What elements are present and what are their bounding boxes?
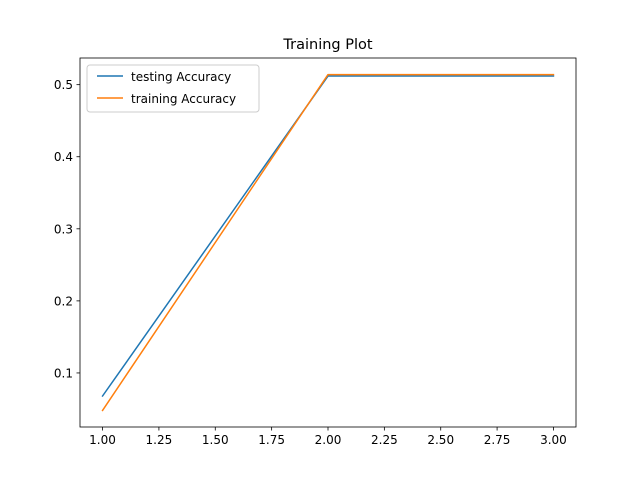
series-line-testing xyxy=(101,75,555,398)
series-line-training xyxy=(101,73,555,412)
legend: testing Accuracy training Accuracy xyxy=(86,64,260,113)
y-tick-label: 0.4 xyxy=(54,150,73,164)
x-tick-label: 2.00 xyxy=(315,433,342,447)
y-tick-label: 0.2 xyxy=(54,294,73,308)
series-layer xyxy=(101,73,555,412)
x-tick-label: 1.00 xyxy=(89,433,116,447)
axis-layer: 1.00 1.25 1.50 1.75 2.00 2.25 2.50 2.75 3.00 0.1 0… xyxy=(54,78,567,447)
x-tick-label: 1.25 xyxy=(146,433,173,447)
legend-label-testing: testing Accuracy xyxy=(131,70,231,84)
x-tick-label: 1.75 xyxy=(258,433,285,447)
chart-title: Training Plot xyxy=(282,37,372,53)
legend-box xyxy=(86,64,260,113)
x-tick-label: 2.75 xyxy=(484,433,511,447)
x-tick-label: 1.50 xyxy=(202,433,229,447)
x-tick-label: 3.00 xyxy=(540,433,567,447)
y-tick-label: 0.5 xyxy=(54,78,73,92)
y-tick-label: 0.1 xyxy=(54,366,73,380)
legend-label-training: training Accuracy xyxy=(131,92,236,106)
x-tick-label: 2.50 xyxy=(427,433,454,447)
y-tick-label: 0.3 xyxy=(54,222,73,236)
x-tick-label: 2.25 xyxy=(371,433,398,447)
